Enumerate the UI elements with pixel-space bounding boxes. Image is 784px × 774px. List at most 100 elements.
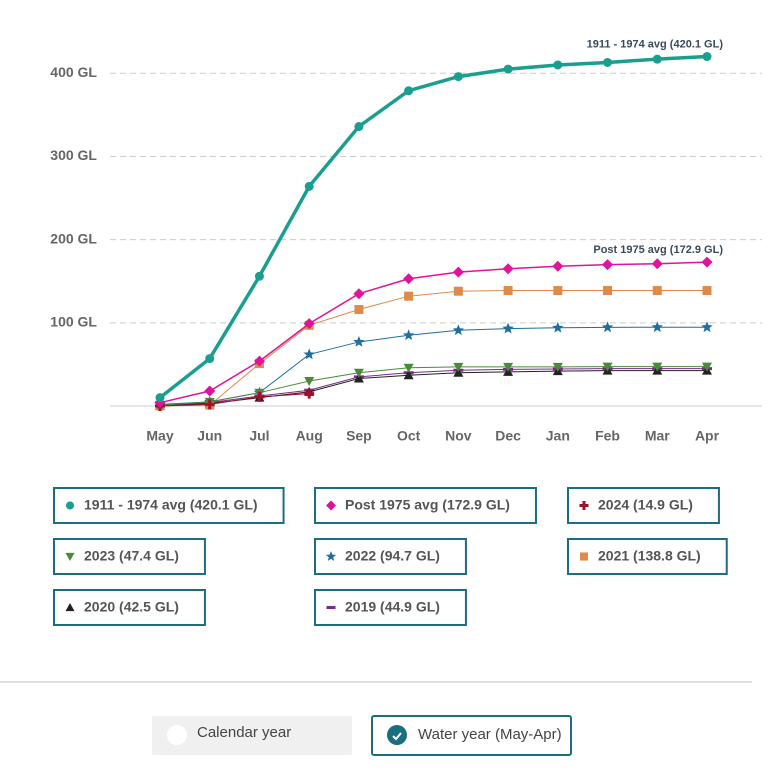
marker: [652, 54, 662, 64]
marker: [503, 286, 513, 296]
x-tick-label: Jul: [249, 428, 269, 444]
x-tick-label: Apr: [695, 428, 720, 444]
marker: [204, 385, 216, 397]
marker: [303, 348, 315, 360]
marker: [304, 388, 315, 399]
legend-item[interactable]: 2020 (42.5 GL): [53, 589, 206, 626]
marker: [552, 362, 563, 372]
marker: [155, 393, 165, 403]
legend-box[interactable]: [53, 538, 206, 575]
toggle-option[interactable]: Calendar year: [152, 716, 352, 755]
marker: [453, 286, 463, 296]
x-tick-label: Feb: [595, 428, 620, 444]
legend-label: 2023 (47.4 GL): [84, 548, 179, 564]
toggle-box[interactable]: [371, 715, 572, 756]
legend-item[interactable]: 2019 (44.9 GL): [314, 589, 467, 626]
marker: [304, 377, 315, 387]
legend-box[interactable]: [314, 487, 537, 524]
legend-marker: [65, 501, 75, 510]
series-line: [159, 393, 310, 407]
marker: [601, 321, 614, 333]
marker: [652, 286, 662, 296]
marker: [404, 86, 414, 96]
series-line: [158, 54, 708, 400]
series-line: [159, 261, 708, 404]
marker: [702, 286, 712, 296]
toggle-box[interactable]: [152, 716, 352, 755]
marker: [503, 64, 513, 74]
legend-box[interactable]: [567, 487, 720, 524]
legend-item[interactable]: 2023 (47.4 GL): [53, 538, 206, 575]
marker: [651, 321, 663, 333]
legend-label: 2019 (44.9 GL): [345, 599, 440, 615]
marker: [403, 273, 415, 285]
marker: [702, 52, 712, 62]
annotation: 1911 - 1974 avg (420.1 GL): [587, 38, 724, 50]
legend-box[interactable]: [53, 589, 206, 626]
marker: [254, 271, 264, 281]
legend-box[interactable]: [567, 538, 728, 575]
legend-label: 2020 (42.5 GL): [84, 599, 179, 615]
toggle-option[interactable]: Water year (May-Apr): [371, 715, 572, 756]
marker: [204, 399, 215, 410]
y-tick-label: 200 GL: [50, 230, 97, 246]
legend-box[interactable]: [314, 589, 467, 626]
marker: [353, 335, 365, 347]
marker: [205, 354, 215, 364]
y-tick-label: 100 GL: [50, 314, 97, 330]
marker: [552, 321, 564, 333]
legend-item[interactable]: 1911 - 1974 avg (420.1 GL): [53, 487, 285, 524]
marker: [602, 362, 613, 372]
legend-marker: [325, 551, 337, 561]
legend-label: 2021 (138.8 GL): [598, 548, 701, 564]
legend-item[interactable]: 2021 (138.8 GL): [567, 538, 728, 575]
legend-item[interactable]: 2022 (94.7 GL): [314, 538, 467, 575]
marker: [553, 286, 563, 296]
marker: [354, 122, 364, 132]
legend-label: 1911 - 1974 avg (420.1 GL): [84, 497, 258, 513]
marker: [452, 266, 464, 278]
series-line: [159, 366, 707, 406]
marker: [553, 60, 563, 70]
marker: [403, 363, 414, 373]
legend-item[interactable]: 2024 (14.9 GL): [567, 487, 720, 524]
legend-item[interactable]: Post 1975 avg (172.9 GL): [314, 487, 537, 524]
toggle-check: [392, 732, 402, 741]
marker: [552, 260, 564, 272]
x-tick-label: Dec: [495, 428, 521, 444]
marker: [453, 72, 463, 82]
legend-marker: [579, 501, 589, 510]
marker: [353, 288, 365, 300]
marker: [303, 318, 315, 330]
legend-box[interactable]: [53, 487, 285, 524]
marker: [701, 321, 713, 333]
marker: [652, 362, 663, 372]
marker: [651, 258, 663, 270]
marker: [253, 355, 265, 367]
legend-label: 2024 (14.9 GL): [598, 497, 693, 513]
toggle-label: Water year (May-Apr): [418, 726, 562, 743]
toggle-radio[interactable]: [167, 725, 187, 745]
marker: [402, 329, 415, 341]
x-tick-label: Jan: [546, 428, 570, 444]
x-tick-label: Aug: [296, 428, 323, 444]
marker: [503, 362, 514, 372]
x-tick-label: Sep: [346, 428, 372, 444]
legend-box[interactable]: [314, 538, 467, 575]
series-line: [159, 326, 707, 405]
legend-label: 2022 (94.7 GL): [345, 548, 440, 564]
marker: [702, 362, 712, 372]
marker: [603, 286, 613, 296]
toggle-radio[interactable]: [387, 725, 407, 745]
marker: [701, 256, 713, 268]
marker: [304, 181, 314, 191]
series-line: [159, 370, 707, 407]
legend-marker: [326, 500, 336, 511]
x-tick-label: Mar: [645, 428, 670, 444]
marker: [353, 373, 364, 383]
x-tick-label: May: [146, 428, 173, 444]
marker: [404, 291, 414, 301]
marker: [403, 370, 414, 380]
marker: [452, 324, 465, 336]
